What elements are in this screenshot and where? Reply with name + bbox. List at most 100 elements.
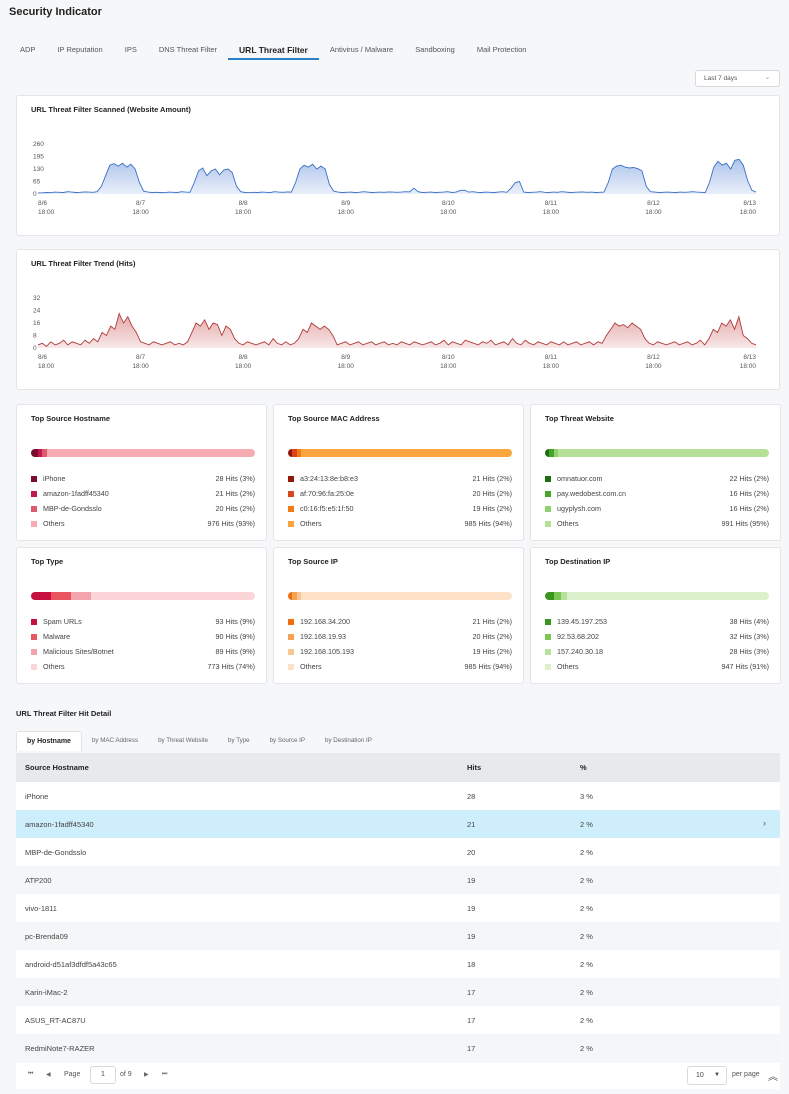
legend-item: 157.240.30.18 28 Hits (3%) <box>545 644 769 659</box>
per-page-select[interactable]: 10 ▼ <box>687 1066 727 1085</box>
cell-percent: 2 % <box>580 959 593 969</box>
legend-value: 20 Hits (2%) <box>472 489 512 498</box>
date-range-select[interactable]: Last 7 days ⌄ <box>695 70 780 87</box>
cell-hostname: ATP200 <box>25 875 52 885</box>
legend-value: 89 Hits (9%) <box>215 647 255 656</box>
page-number-input[interactable]: 1 <box>90 1066 116 1084</box>
legend-value: 947 Hits (91%) <box>721 662 769 671</box>
table-row[interactable]: iPhone 28 3 % <box>16 782 780 810</box>
legend-item: af:70:96:fa:25:0e 20 Hits (2%) <box>288 486 512 501</box>
cell-hits: 17 <box>467 1015 476 1025</box>
scroll-top-icon[interactable]: ︽ <box>768 1072 778 1083</box>
cell-hits: 19 <box>467 931 476 941</box>
legend-label: Others <box>300 662 322 671</box>
legend: Spam URLs 93 Hits (9%) Malware 90 Hits (9%)… <box>31 614 255 674</box>
last-page-icon[interactable]: ⏭ <box>162 1071 168 1077</box>
card-top-source-ip: Top Source IP 192.168.34.200 21 Hits (2%) 1… <box>273 547 524 684</box>
legend-value: 976 Hits (93%) <box>207 519 255 528</box>
distribution-segment <box>545 449 550 457</box>
column-header-hostname[interactable]: Source Hostname <box>25 763 89 772</box>
column-header-percent[interactable]: % <box>580 763 587 772</box>
distribution-segment <box>292 449 297 457</box>
first-page-icon[interactable]: ⏮ <box>28 1071 34 1077</box>
tab-adp[interactable]: ADP <box>20 45 36 54</box>
legend-swatch <box>288 475 294 482</box>
scanned-chart: 260 195 130 65 08/6 18:00 8/7 18:00 8/8 18:00 8/9 1… <box>33 141 757 216</box>
scanned-series-line <box>37 158 757 194</box>
legend-label: Others <box>557 519 579 528</box>
legend-item: 92.53.68.202 32 Hits (3%) <box>545 629 769 644</box>
tab-ip-reputation[interactable]: IP Reputation <box>57 45 103 54</box>
legend-item: 139.45.197.253 38 Hits (4%) <box>545 614 769 629</box>
distribution-segment <box>31 592 51 600</box>
legend: omnatuor.com 22 Hits (2%) pay.wedobest.com… <box>545 471 769 531</box>
subtab-by-source-ip[interactable]: by Source IP <box>269 737 306 744</box>
trend-y-tick: 24 <box>33 308 41 315</box>
trend-x-tick: 18:00 <box>38 363 55 370</box>
legend-swatch <box>31 618 37 625</box>
subtab-by-threat-website[interactable]: by Threat Website <box>158 737 209 744</box>
table-row[interactable]: android-d51af3dfdf5a43c65 18 2 % <box>16 950 780 978</box>
trend-chart: 32 24 16 8 08/6 18:00 8/7 18:00 8/8 18:00 8/9 18:00… <box>33 295 757 370</box>
table-row[interactable]: pc-Brenda09 19 2 % <box>16 922 780 950</box>
legend-value: 90 Hits (9%) <box>215 632 255 641</box>
tab-sandboxing[interactable]: Sandboxing <box>415 45 455 54</box>
tab-url-threat-filter[interactable]: URL Threat Filter <box>228 40 319 60</box>
legend-label: 157.240.30.18 <box>557 647 603 656</box>
legend-value: 20 Hits (2%) <box>472 632 512 641</box>
tab-antivirus-malware[interactable]: Antivirus / Malware <box>329 45 394 54</box>
cell-percent: 2 % <box>580 1043 593 1053</box>
table-row[interactable]: ATP200 19 2 % <box>16 866 780 894</box>
legend-swatch <box>31 505 37 512</box>
tab-ips[interactable]: IPS <box>124 45 137 54</box>
scanned-x-tick: 8/11 <box>545 200 558 207</box>
subtab-by-type[interactable]: by Type <box>228 737 250 744</box>
legend-value: 21 Hits (2%) <box>472 474 512 483</box>
distribution-bar <box>31 449 255 457</box>
trend-x-tick: 18:00 <box>740 363 757 370</box>
chevron-right-icon[interactable]: › <box>763 818 766 828</box>
legend-swatch <box>288 520 294 527</box>
table-row[interactable]: Karin-iMac-2 17 2 % <box>16 978 780 1006</box>
legend: iPhone 28 Hits (3%) amazon-1fadff45340 21 H… <box>31 471 255 531</box>
cell-percent: 2 % <box>580 1015 593 1025</box>
table-row[interactable]: RedmiNote7-RAZER 17 2 % <box>16 1034 780 1062</box>
distribution-segment <box>292 592 297 600</box>
distribution-segment <box>560 592 568 600</box>
scanned-x-tick: 18:00 <box>235 209 252 216</box>
legend-value: 16 Hits (2%) <box>729 504 769 513</box>
prev-page-icon[interactable]: ◀ <box>46 1072 51 1078</box>
distribution-segment <box>90 592 255 600</box>
legend-swatch <box>288 633 294 640</box>
legend-label: Malicious Sites/Botnet <box>43 647 114 656</box>
column-header-hits[interactable]: Hits <box>467 763 482 772</box>
legend-swatch <box>288 663 294 670</box>
legend: a3:24:13:8e:b8:e3 21 Hits (2%) af:70:96:fa… <box>288 471 512 531</box>
trend-chart-card: URL Threat Filter Trend (Hits) 32 24 16 8 0 8… <box>16 249 780 390</box>
legend-value: 28 Hits (3%) <box>215 474 255 483</box>
legend-swatch <box>31 490 37 497</box>
legend-label: 139.45.197.253 <box>557 617 607 626</box>
legend-swatch <box>545 520 551 527</box>
tab-dns-threat-filter[interactable]: DNS Threat Filter <box>158 45 218 54</box>
legend-value: 93 Hits (9%) <box>215 617 255 626</box>
date-range-value: Last 7 days <box>704 75 738 82</box>
legend-swatch <box>31 648 37 655</box>
table-row[interactable]: amazon-1fadff45340 21 2 % › <box>16 810 780 838</box>
subtab-by-hostname[interactable]: by Hostname <box>16 731 82 751</box>
legend-value: 19 Hits (2%) <box>472 504 512 513</box>
legend-label: Malware <box>43 632 71 641</box>
card-title: Top Destination IP <box>545 557 611 566</box>
subtab-by-destination-ip[interactable]: by Destination IP <box>325 737 372 744</box>
next-page-icon[interactable]: ▶ <box>144 1072 149 1078</box>
cell-hits: 17 <box>467 987 476 997</box>
table-row[interactable]: ASUS_RT-AC87U 17 2 % <box>16 1006 780 1034</box>
card-title: Top Source Hostname <box>31 414 111 423</box>
legend-item: Malware 90 Hits (9%) <box>31 629 255 644</box>
legend-swatch <box>31 475 37 482</box>
table-row[interactable]: MBP-de-Gondsslo 20 2 % <box>16 838 780 866</box>
tab-mail-protection[interactable]: Mail Protection <box>476 45 527 54</box>
table-row[interactable]: vivo-1811 19 2 % <box>16 894 780 922</box>
card-top-source-mac-address: Top Source MAC Address a3:24:13:8e:b8:e3 2… <box>273 404 524 541</box>
subtab-by-mac-address[interactable]: by MAC Address <box>91 737 139 744</box>
